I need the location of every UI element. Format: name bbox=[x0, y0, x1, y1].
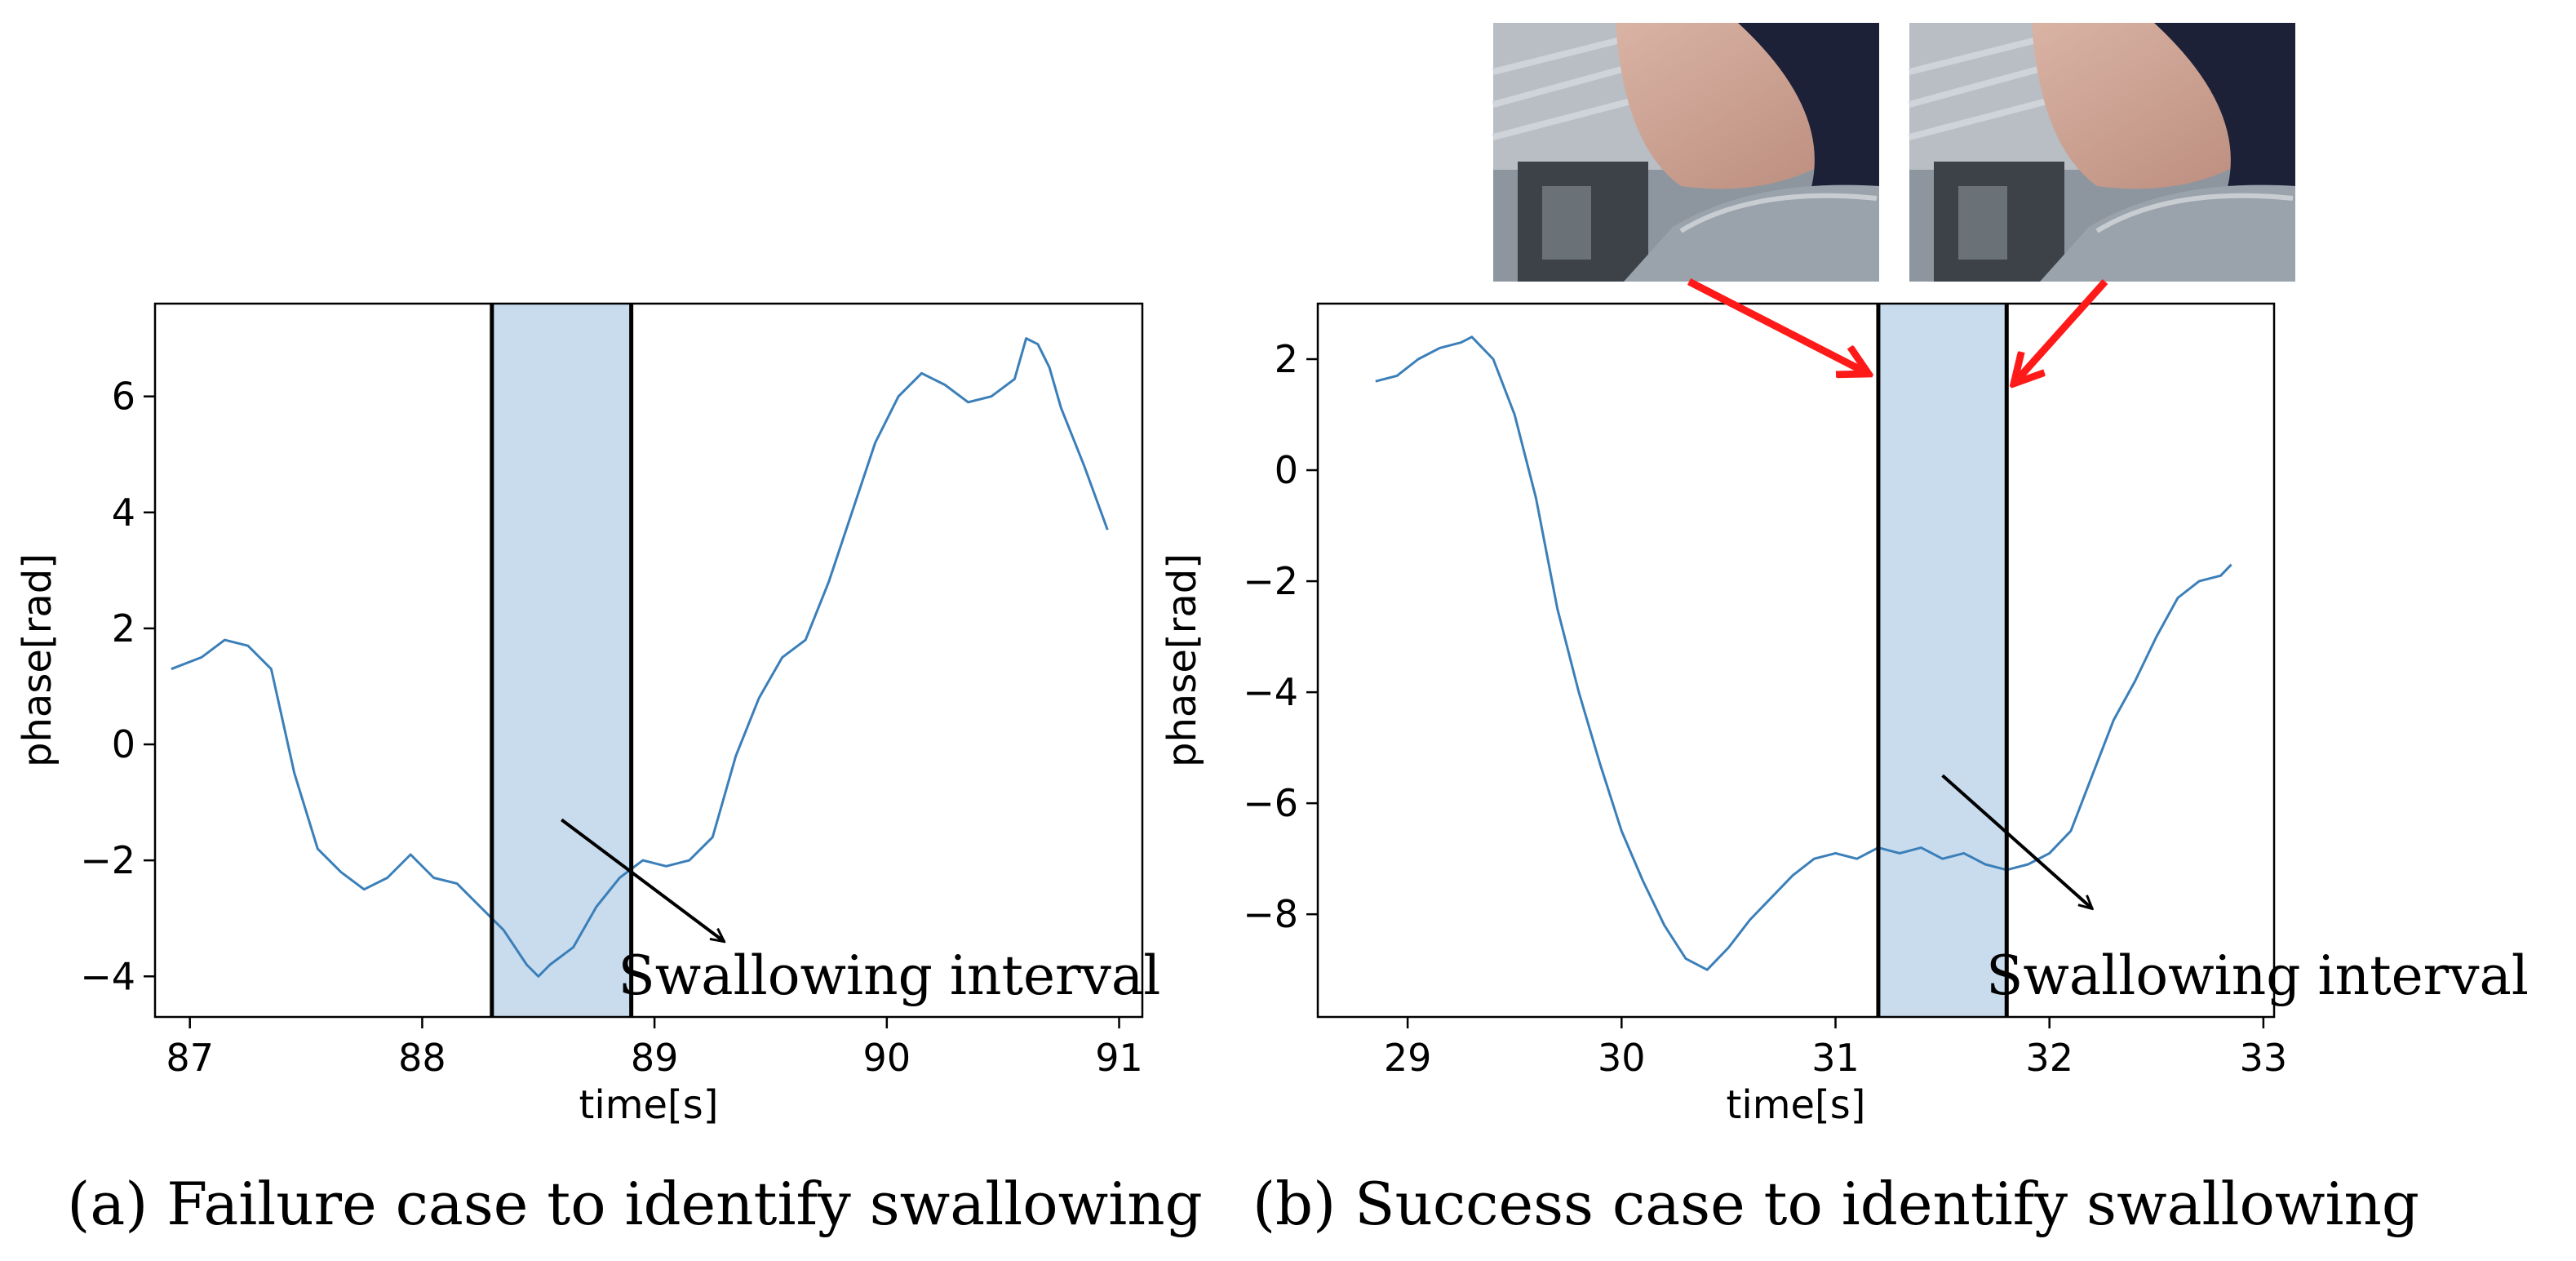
red-arrow-end bbox=[2014, 278, 2108, 384]
x-tick-label: 29 bbox=[1384, 1036, 1432, 1080]
panel-caption: (b) Success case to identify swallowing bbox=[1253, 1170, 2419, 1238]
y-tick-label: −4 bbox=[80, 954, 135, 998]
x-tick-label: 30 bbox=[1598, 1036, 1646, 1080]
y-tick-label: 0 bbox=[1275, 448, 1298, 492]
y-tick-label: −2 bbox=[80, 838, 135, 882]
plot-frame bbox=[1316, 302, 2276, 1019]
annotation-arrow bbox=[561, 818, 724, 941]
x-tick-label: 31 bbox=[1811, 1036, 1860, 1080]
chart-b: 29 30 31 32 33 −8 −6 −4 −2 0 2 time[s] phase[rad] Swa… bbox=[1159, 302, 2529, 1238]
y-tick-label: 4 bbox=[112, 491, 135, 535]
y-tick-label: −8 bbox=[1243, 892, 1298, 936]
x-tick-label: 90 bbox=[863, 1036, 911, 1080]
x-axis-label: time[s] bbox=[1727, 1082, 1866, 1128]
neck-photos bbox=[1492, 23, 2295, 282]
y-tick-label: 2 bbox=[1275, 337, 1298, 381]
annotation-text: Swallowing interval bbox=[619, 944, 1161, 1007]
neck-photo-before bbox=[1492, 23, 1879, 282]
phase-series-line bbox=[171, 337, 1109, 978]
y-tick-label: 0 bbox=[112, 722, 135, 766]
phase-series-line bbox=[1375, 335, 2232, 971]
x-tick-label: 88 bbox=[398, 1036, 446, 1080]
y-tick-label: −6 bbox=[1243, 781, 1298, 825]
x-tick-label: 32 bbox=[2025, 1036, 2073, 1080]
x-tick-label: 33 bbox=[2240, 1036, 2288, 1080]
annotation-arrow bbox=[1941, 774, 2093, 908]
annotation-text: Swallowing interval bbox=[1986, 944, 2529, 1007]
panel-caption: (a) Failure case to identify swallowing bbox=[67, 1170, 1202, 1238]
y-tick-label: −4 bbox=[1243, 670, 1298, 714]
x-tick-label: 89 bbox=[631, 1036, 679, 1080]
x-tick-label: 87 bbox=[166, 1036, 214, 1080]
red-arrow-start bbox=[1687, 278, 1869, 374]
y-tick-label: −2 bbox=[1243, 559, 1298, 603]
x-tick-label: 91 bbox=[1095, 1036, 1143, 1080]
y-tick-label: 2 bbox=[112, 606, 135, 650]
y-tick-label: 6 bbox=[112, 375, 135, 419]
y-axis-label: phase[rad] bbox=[1159, 553, 1205, 767]
y-axis-label: phase[rad] bbox=[15, 553, 60, 767]
swallowing-band bbox=[1878, 304, 2007, 1017]
plot-frame bbox=[153, 302, 1144, 1019]
x-axis-label: time[s] bbox=[579, 1082, 719, 1128]
swallowing-band bbox=[491, 304, 632, 1017]
chart-a: 87 88 89 90 91 −4 −2 0 2 4 6 time[s] phase[rad] Swall… bbox=[15, 302, 1203, 1238]
neck-photo-after bbox=[1908, 23, 2295, 282]
